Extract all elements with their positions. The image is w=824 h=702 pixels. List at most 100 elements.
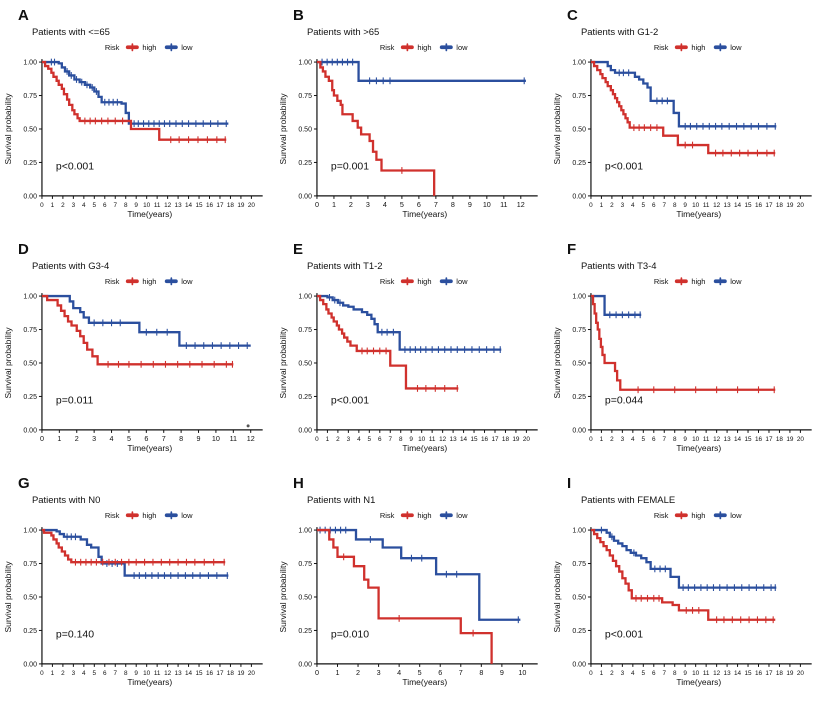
x-tick-label: 14 — [460, 436, 468, 443]
x-tick-label: 7 — [434, 200, 438, 209]
panel-letter: E — [293, 241, 303, 258]
legend-risk-label: Risk — [105, 511, 120, 520]
x-tick-label: 20 — [523, 436, 531, 443]
x-tick-label: 9 — [134, 670, 138, 677]
x-tick-label: 0 — [315, 200, 319, 209]
legend-low-label: low — [181, 43, 193, 52]
y-tick-label: 0.50 — [573, 360, 587, 367]
panel-title: Patients with >65 — [307, 27, 379, 38]
x-tick-label: 15 — [745, 436, 753, 443]
x-tick-label: 0 — [40, 434, 44, 443]
y-tick-label: 0.00 — [23, 193, 37, 200]
x-tick-label: 11 — [154, 202, 161, 209]
x-tick-label: 18 — [502, 436, 510, 443]
x-tick-label: 5 — [93, 202, 97, 209]
panel-title: Patients with N0 — [32, 495, 100, 506]
legend-low-label: low — [731, 511, 743, 520]
legend-low-label: low — [456, 511, 468, 520]
y-tick-label: 0.75 — [298, 327, 312, 334]
outlier-point — [246, 424, 250, 428]
x-tick-label: 6 — [378, 436, 382, 443]
km-curve-high — [41, 60, 227, 141]
y-tick-label: 0.25 — [298, 394, 312, 401]
legend-low-label: low — [456, 43, 468, 52]
y-tick-label: 1.00 — [23, 528, 37, 535]
y-axis-label: Survival probability — [278, 327, 288, 399]
panel-title: Patients with FEMALE — [581, 495, 675, 506]
x-tick-label: 13 — [724, 436, 732, 443]
legend-key-low-censor-tick — [170, 511, 173, 520]
panel-B: B Patients with >65 Risk high low 0.00 0.25 0.5… — [275, 0, 550, 234]
x-tick-label: 7 — [663, 202, 667, 209]
y-tick-label: 1.00 — [573, 60, 587, 67]
panel-letter: F — [567, 241, 576, 258]
legend-key-high-censor-tick — [406, 511, 408, 520]
legend-key-high-censor-tick — [680, 277, 683, 286]
km-curve-high — [591, 60, 776, 155]
x-tick-label: 8 — [479, 668, 483, 677]
x-axis-label: Time(years) — [127, 677, 172, 687]
x-tick-label: 4 — [357, 436, 361, 443]
x-tick-label: 2 — [61, 670, 65, 677]
x-tick-label: 19 — [512, 436, 520, 443]
legend-low-label: low — [181, 277, 193, 286]
x-tick-label: 8 — [124, 202, 128, 209]
km-curve-low — [591, 60, 777, 128]
x-tick-label: 12 — [247, 434, 255, 443]
x-tick-label: 8 — [673, 202, 677, 209]
panel-letter: D — [18, 241, 29, 258]
y-tick-label: 0.50 — [23, 594, 37, 601]
y-tick-label: 0.00 — [23, 427, 37, 434]
x-tick-label: 5 — [367, 436, 371, 443]
x-tick-label: 14 — [185, 670, 193, 677]
x-tick-label: 6 — [438, 668, 442, 677]
y-axis-label: Survival probability — [552, 561, 562, 633]
legend-key-low-censor-tick — [170, 43, 173, 52]
x-tick-label: 19 — [787, 436, 795, 443]
x-tick-label: 9 — [500, 668, 504, 677]
panel-D: D Patients with G3-4 Risk high low 0.00 0.25 0.… — [0, 234, 275, 468]
x-tick-label: 19 — [237, 202, 245, 209]
x-tick-label: 3 — [621, 436, 625, 443]
x-tick-label: 11 — [154, 670, 161, 677]
y-tick-label: 0.25 — [23, 394, 37, 401]
x-tick-label: 17 — [491, 436, 499, 443]
km-curve-high — [316, 294, 458, 390]
km-curve-high — [591, 294, 776, 391]
x-tick-label: 4 — [397, 668, 401, 677]
y-tick-label: 1.00 — [23, 60, 37, 67]
x-axis-label: Time(years) — [402, 443, 447, 453]
legend-low-label: low — [181, 511, 193, 520]
x-tick-label: 5 — [417, 668, 421, 677]
y-tick-label: 0.25 — [573, 628, 587, 635]
x-tick-label: 17 — [766, 436, 774, 443]
legend-high-label: high — [692, 511, 706, 520]
legend-high-label: high — [417, 43, 431, 52]
x-tick-label: 1 — [600, 436, 604, 443]
x-tick-label: 15 — [745, 670, 753, 677]
y-tick-label: 0.00 — [573, 661, 587, 668]
km-plot-E: E Patients with T1-2 Risk high low 0.00 0.25 0.… — [278, 241, 538, 453]
x-tick-label: 19 — [787, 670, 795, 677]
x-tick-label: 5 — [642, 670, 646, 677]
x-tick-label: 14 — [185, 202, 193, 209]
x-tick-label: 9 — [197, 434, 201, 443]
y-tick-label: 0.25 — [573, 394, 587, 401]
x-tick-label: 0 — [315, 668, 319, 677]
x-tick-label: 18 — [776, 670, 784, 677]
y-tick-label: 0.75 — [573, 327, 587, 334]
x-tick-label: 11 — [703, 670, 710, 677]
legend-key-low-censor-tick — [445, 277, 447, 286]
x-tick-label: 17 — [216, 202, 224, 209]
legend-key-high-censor-tick — [406, 43, 408, 52]
legend-risk-label: Risk — [105, 277, 120, 286]
x-tick-label: 11 — [428, 436, 435, 443]
x-tick-label: 4 — [631, 670, 635, 677]
x-tick-label: 9 — [409, 436, 413, 443]
x-tick-label: 2 — [75, 434, 79, 443]
x-tick-label: 13 — [724, 670, 732, 677]
x-tick-label: 11 — [703, 202, 710, 209]
x-axis-label: Time(years) — [402, 677, 447, 687]
x-tick-label: 12 — [164, 670, 172, 677]
